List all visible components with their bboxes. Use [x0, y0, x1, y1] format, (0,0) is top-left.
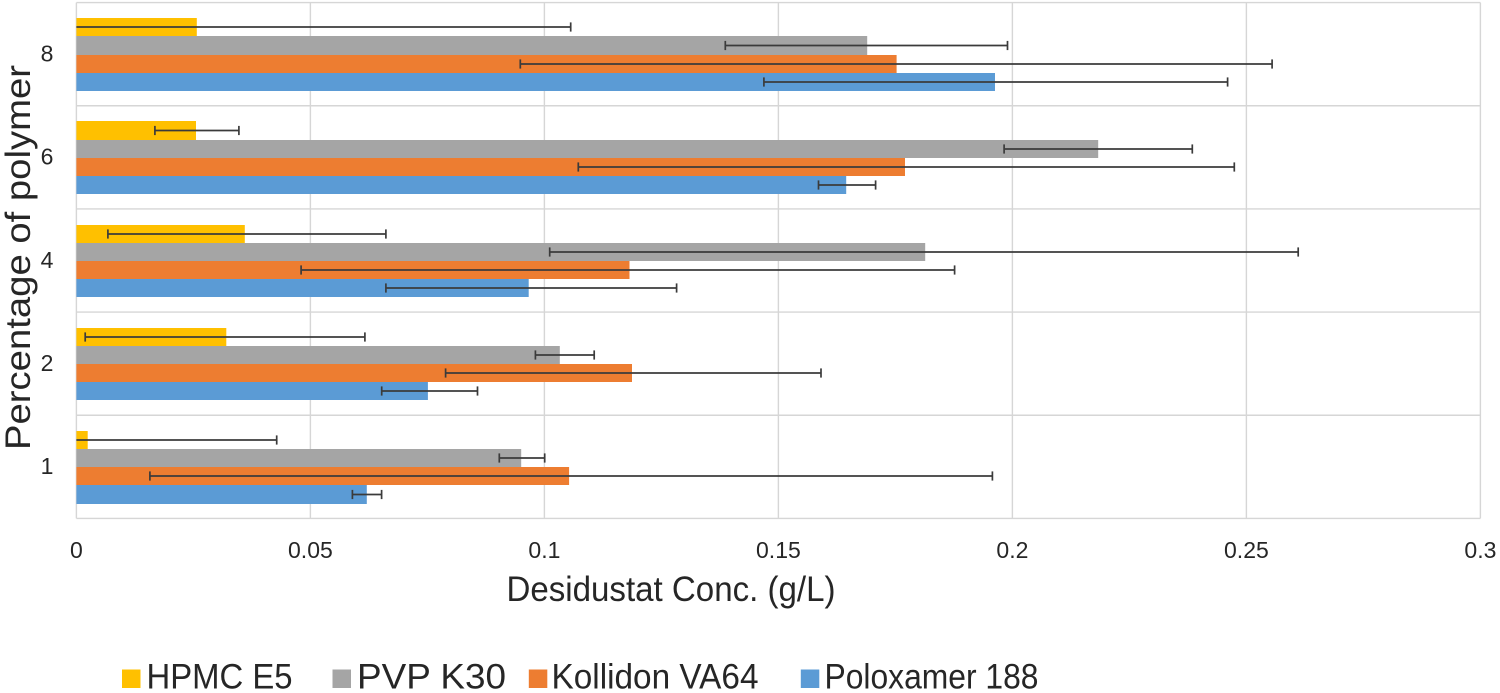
svg-text:0.3: 0.3	[1464, 537, 1496, 563]
svg-text:8: 8	[41, 41, 54, 67]
svg-text:0.05: 0.05	[288, 537, 333, 563]
svg-text:0.2: 0.2	[996, 537, 1028, 563]
svg-text:1: 1	[41, 453, 54, 479]
svg-text:0.1: 0.1	[528, 537, 560, 563]
svg-text:Desidustat Conc. (g/L): Desidustat Conc. (g/L)	[507, 570, 836, 609]
svg-text:6: 6	[41, 144, 54, 170]
svg-text:0: 0	[70, 537, 83, 563]
svg-text:Kollidon VA64: Kollidon VA64	[552, 658, 759, 693]
svg-text:0.15: 0.15	[756, 537, 801, 563]
svg-text:Percentage of polymer: Percentage of polymer	[0, 65, 38, 450]
svg-text:2: 2	[41, 350, 54, 376]
svg-text:HPMC E5: HPMC E5	[147, 658, 293, 693]
svg-text:4: 4	[41, 247, 54, 273]
svg-text:Poloxamer 188: Poloxamer 188	[825, 658, 1039, 693]
svg-text:0.25: 0.25	[1224, 537, 1269, 563]
svg-text:PVP K30: PVP K30	[357, 658, 506, 693]
